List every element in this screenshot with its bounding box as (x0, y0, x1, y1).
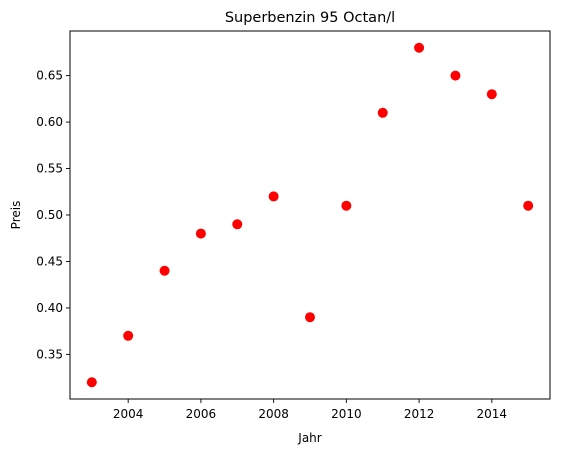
y-axis-ticks: 0.35 0.40 0.45 0.50 0.55 0.60 0.65 (36, 69, 70, 361)
x-axis-label: Jahr (297, 431, 321, 445)
y-tick-label: 0.50 (36, 208, 63, 222)
data-point (523, 200, 534, 211)
x-axis-ticks: 2004 2006 2008 2010 2012 2014 (113, 399, 507, 421)
data-point (377, 107, 388, 118)
y-tick-label: 0.60 (36, 115, 63, 129)
data-point (341, 200, 352, 211)
x-tick-label: 2004 (113, 407, 144, 421)
y-tick-label: 0.65 (36, 69, 63, 83)
data-point (450, 70, 461, 81)
data-point (486, 89, 497, 100)
data-points (86, 42, 534, 388)
y-tick-label: 0.40 (36, 301, 63, 315)
x-tick-label: 2014 (477, 407, 508, 421)
data-point (159, 265, 170, 276)
x-tick-label: 2008 (258, 407, 289, 421)
x-tick-label: 2010 (331, 407, 362, 421)
data-point (123, 330, 134, 341)
data-point (414, 42, 425, 53)
data-point (195, 228, 206, 239)
y-tick-label: 0.35 (36, 347, 63, 361)
data-point (268, 191, 279, 202)
plot-area (69, 30, 551, 400)
x-tick-label: 2006 (186, 407, 217, 421)
y-tick-label: 0.45 (36, 254, 63, 268)
chart-title: Superbenzin 95 Octan/l (225, 10, 395, 26)
y-axis-label: Preis (9, 201, 23, 230)
y-tick-label: 0.55 (36, 162, 63, 176)
data-point (232, 219, 243, 230)
x-tick-label: 2012 (404, 407, 435, 421)
data-point (86, 377, 97, 388)
data-point (305, 312, 315, 323)
